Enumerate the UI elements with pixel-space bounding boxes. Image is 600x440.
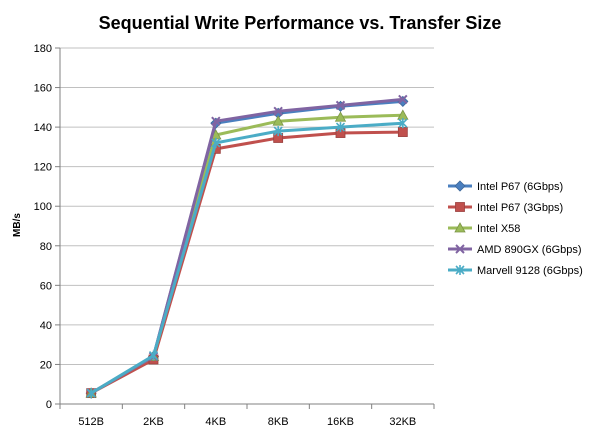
data-point: [397, 127, 408, 137]
data-point: [273, 106, 283, 116]
legend-label: Intel X58: [477, 223, 520, 235]
legend: Intel P67 (6Gbps) Intel P67 (3Gbps) Intel …: [448, 180, 583, 277]
y-tick-label: 140: [34, 122, 52, 134]
data-point: [272, 115, 284, 126]
series-2: [85, 109, 409, 398]
data-point: [398, 118, 408, 129]
data-point: [211, 137, 221, 148]
y-tick-label: 160: [34, 83, 52, 95]
data-point: [273, 126, 283, 137]
legend-entry: Intel X58: [448, 222, 520, 235]
x-tick-label: 2KB: [143, 416, 164, 428]
data-point: [86, 388, 96, 399]
y-tick-label: 60: [40, 280, 52, 292]
data-point: [397, 95, 409, 107]
x-tick-label: 16KB: [327, 416, 354, 428]
data-point: [335, 122, 346, 133]
y-tick-label: 180: [34, 43, 52, 55]
legend-entry: Intel P67 (6Gbps): [448, 180, 563, 193]
x-tick-label: 32KB: [389, 416, 416, 428]
series-1: [86, 127, 408, 399]
legend-entry: Marvell 9128 (6Gbps): [448, 265, 583, 277]
legend-label: Marvell 9128 (6Gbps): [477, 265, 583, 277]
y-axis-title: MB/s: [12, 213, 23, 237]
y-tick-label: 100: [34, 201, 52, 213]
y-tick-label: 20: [40, 359, 52, 371]
legend-marker: [455, 202, 465, 212]
data-point: [398, 94, 408, 105]
data-point: [335, 100, 346, 111]
series-line: [90, 113, 403, 395]
legend-marker: [454, 180, 466, 192]
y-tick-label: 80: [40, 241, 52, 253]
data-point: [211, 116, 221, 126]
legend-label: AMD 890GX (6Gbps): [477, 244, 582, 256]
legend-entry: AMD 890GX (6Gbps): [448, 244, 582, 256]
legend-label: Intel P67 (3Gbps): [477, 202, 563, 214]
series-4: [86, 118, 408, 399]
legend-marker: [455, 244, 465, 254]
data-point: [334, 111, 347, 122]
y-tick-label: 40: [40, 320, 52, 332]
legend-marker: [454, 222, 466, 233]
x-tick-label: 512B: [78, 416, 104, 428]
x-tick-label: 8KB: [268, 416, 289, 428]
chart-title: Sequential Write Performance vs. Transfe…: [99, 13, 502, 33]
legend-entry: Intel P67 (3Gbps): [448, 202, 563, 214]
x-tick-label: 4KB: [205, 416, 226, 428]
y-tick-label: 120: [34, 162, 52, 174]
series-line: [90, 121, 403, 395]
series-lines: [85, 94, 409, 399]
gridlines: [60, 47, 434, 365]
axes: 0 20 40 60 80 100 120 140 160 180 512B 2KB 4KB 8KB 16K…: [34, 43, 435, 428]
legend-marker: [455, 265, 465, 275]
series-0: [85, 95, 409, 399]
y-tick-label: 0: [46, 399, 52, 411]
series-line: [90, 99, 403, 395]
series-line: [90, 130, 403, 395]
legend-label: Intel P67 (6Gbps): [477, 181, 563, 193]
data-point: [148, 350, 159, 361]
